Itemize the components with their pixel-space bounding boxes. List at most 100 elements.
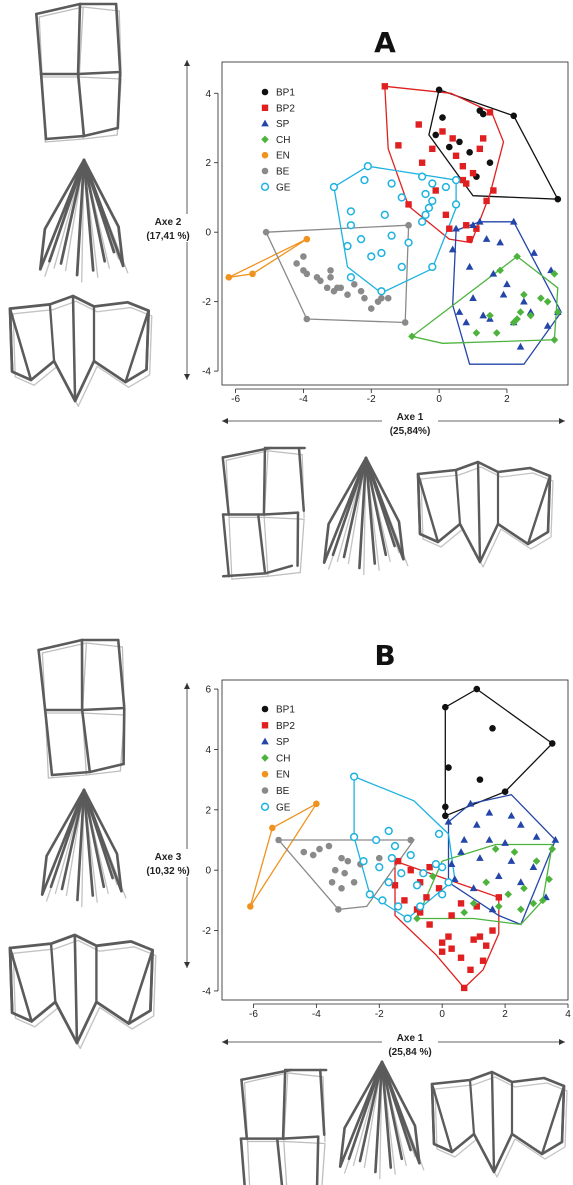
point-bp2 (489, 927, 496, 934)
point-bp2 (432, 187, 439, 194)
point-be (293, 260, 300, 267)
point-sp (469, 294, 477, 301)
point-sp (530, 249, 538, 256)
y-tick-label: -4 (202, 986, 211, 997)
reference-grid-line (78, 6, 84, 78)
point-ge (378, 896, 387, 905)
deformed-line (331, 456, 368, 557)
fan-diagram (38, 158, 129, 283)
legend-marker-be (261, 167, 269, 175)
point-sp (485, 836, 494, 843)
point-bp2 (435, 885, 443, 892)
x-tick-label: 4 (565, 1009, 571, 1020)
point-ge (424, 203, 434, 213)
point-ge (434, 829, 444, 839)
point-bp2 (429, 145, 436, 153)
point-ch (550, 270, 559, 278)
point-bp1 (486, 159, 494, 167)
deformed-grid-line (80, 708, 92, 774)
deformed-grid-line (221, 446, 272, 459)
point-bp1 (456, 138, 463, 146)
point-bp1 (445, 143, 453, 151)
reference-grid-line (246, 1140, 326, 1145)
point-bp2 (426, 863, 433, 871)
point-ge (428, 196, 437, 206)
deformed-outline (8, 294, 150, 403)
point-ch (510, 848, 519, 856)
point-bp2 (448, 945, 455, 952)
deformed-line (364, 456, 388, 557)
point-be (275, 836, 282, 844)
x-title-bg (382, 1031, 438, 1057)
point-sp (447, 860, 456, 867)
outline-diagram (416, 460, 554, 568)
legend-marker-ge (260, 802, 270, 811)
point-ge (397, 193, 406, 202)
y-arrow-head-bottom (184, 962, 190, 968)
point-be (338, 885, 345, 892)
point-bp1 (476, 776, 484, 783)
point-en (313, 800, 320, 808)
point-sp (507, 857, 516, 864)
point-sp (496, 238, 504, 246)
point-be (316, 845, 323, 853)
deformed-line (76, 788, 86, 902)
deformed-line (40, 788, 86, 896)
point-ch (513, 252, 521, 261)
legend-marker-en (261, 151, 269, 159)
y-axis-subtitle: (10,32 %) (146, 866, 189, 877)
legend-label: GE (276, 802, 291, 813)
y-arrow-head-bottom (184, 374, 190, 380)
point-sp (479, 311, 487, 319)
point-ge (419, 869, 428, 878)
reference-grid-line (267, 450, 303, 456)
panel-letter: A (374, 26, 396, 59)
fan-diagram (40, 788, 127, 908)
point-en (249, 270, 256, 278)
deformed-line (380, 1060, 421, 1165)
point-ge (397, 262, 406, 272)
deformed-line (75, 158, 86, 277)
point-sp (529, 863, 538, 870)
point-ge (441, 182, 451, 192)
legend-marker-ge (260, 182, 270, 191)
point-be (344, 291, 351, 298)
hull-bp1 (428, 88, 559, 200)
deformed-line (149, 948, 154, 1012)
reference-outline (420, 466, 554, 568)
deformed-grid-line (116, 638, 126, 708)
wing-grid-diagram (37, 638, 126, 779)
point-sp (547, 266, 555, 274)
legend-label: CH (276, 753, 290, 764)
x-axis-subtitle: (25,84%) (390, 426, 431, 437)
legend-marker-en (261, 770, 269, 778)
point-ge (421, 189, 430, 199)
point-be (357, 287, 365, 295)
y-tick-label: -2 (202, 297, 211, 308)
wing-grid-diagram (221, 446, 306, 580)
deformed-line (380, 1060, 393, 1169)
point-sp (462, 318, 471, 326)
point-ge (417, 172, 427, 181)
point-ch (526, 311, 535, 320)
deformed-line (546, 474, 552, 534)
deformed-grid-line (39, 70, 122, 76)
reference-grid-line (85, 642, 124, 648)
point-ge (387, 853, 397, 863)
y-tick-label: 6 (205, 685, 211, 696)
point-ge (329, 182, 339, 192)
point-bp1 (501, 788, 509, 795)
x-tick-label: 2 (504, 394, 510, 405)
point-bp2 (467, 966, 474, 974)
point-bp2 (470, 936, 477, 943)
deformed-line (342, 456, 368, 559)
point-sp (452, 224, 460, 232)
point-be (303, 315, 311, 323)
deformed-line (8, 307, 33, 382)
point-ge (451, 200, 461, 209)
x-arrow-head-right (559, 1039, 565, 1045)
legend-marker-bp1 (261, 705, 269, 713)
deformed-line (380, 1060, 404, 1161)
deformed-grid-line (39, 72, 48, 141)
point-ch (496, 266, 504, 275)
